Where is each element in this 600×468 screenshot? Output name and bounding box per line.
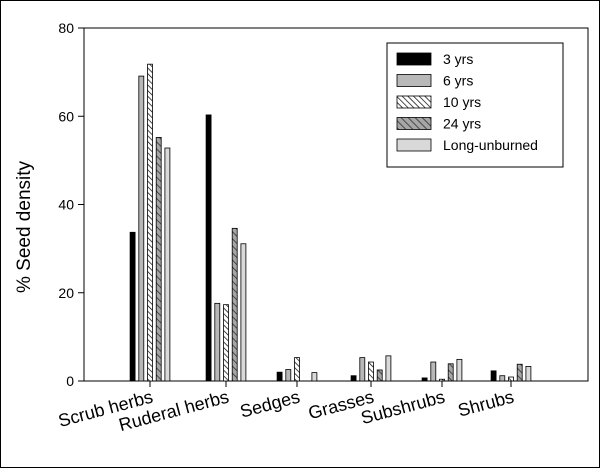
bar-long-unburned-scrub-herbs <box>164 147 171 382</box>
bar-24-yrs-grasses <box>376 369 383 382</box>
bar-3-yrs-shrubs <box>490 370 497 382</box>
bar-10-yrs-grasses <box>368 361 374 382</box>
bar-long-unburned-sedges <box>311 372 318 382</box>
bar-24-yrs-shrubs <box>516 363 523 382</box>
bar-6-yrs-sedges <box>285 369 292 382</box>
legend-entry: 10 yrs <box>443 94 481 110</box>
legend-entry: 3 yrs <box>443 51 473 67</box>
legend-swatch <box>396 117 432 130</box>
legend-swatch <box>396 74 432 87</box>
x-tick-label: Shrubs <box>456 387 516 421</box>
bar-long-unburned-subshrubs <box>456 358 463 382</box>
bar-24-yrs-ruderal-herbs <box>231 227 238 382</box>
legend-entry: 24 yrs <box>443 116 481 132</box>
legend-swatch <box>396 52 432 66</box>
bar-3-yrs-grasses <box>350 375 357 382</box>
bar-3-yrs-subshrubs <box>421 377 428 382</box>
bar-3-yrs-ruderal-herbs <box>205 114 212 382</box>
y-tick-label: 60 <box>58 108 74 124</box>
x-tick-label: Sedges <box>238 387 302 422</box>
bar-6-yrs-ruderal-herbs <box>214 302 221 382</box>
y-tick-label: 0 <box>66 373 74 389</box>
bar-6-yrs-shrubs <box>499 375 506 382</box>
legend-entry: 6 yrs <box>443 73 473 89</box>
bar-long-unburned-grasses <box>385 355 392 382</box>
bar-6-yrs-scrub-herbs <box>138 75 145 382</box>
bar-24-yrs-scrub-herbs <box>155 137 162 382</box>
bar-long-unburned-ruderal-herbs <box>240 243 247 382</box>
bar-10-yrs-subshrubs <box>439 378 445 382</box>
bar-24-yrs-subshrubs <box>447 363 454 382</box>
legend-entry: Long-unburned <box>443 137 538 153</box>
bar-10-yrs-shrubs <box>508 376 514 382</box>
legend-swatch <box>396 95 432 109</box>
y-tick-label: 40 <box>58 197 74 213</box>
bar-10-yrs-scrub-herbs <box>147 63 153 382</box>
y-tick-label: 80 <box>58 20 74 36</box>
y-axis-label: % Seed density <box>14 160 35 293</box>
legend: 3 yrs 6 yrs 10 yrs 24 yrs Long-unburned <box>386 42 564 168</box>
bar-6-yrs-grasses <box>359 357 366 382</box>
y-tick-label: 20 <box>58 285 74 301</box>
bar-6-yrs-subshrubs <box>430 361 437 382</box>
bar-3-yrs-sedges <box>276 371 283 382</box>
bar-long-unburned-shrubs <box>525 366 532 382</box>
bar-10-yrs-ruderal-herbs <box>223 304 229 382</box>
bar-3-yrs-scrub-herbs <box>129 231 136 382</box>
legend-swatch <box>396 138 432 152</box>
bar-10-yrs-sedges <box>294 357 300 382</box>
